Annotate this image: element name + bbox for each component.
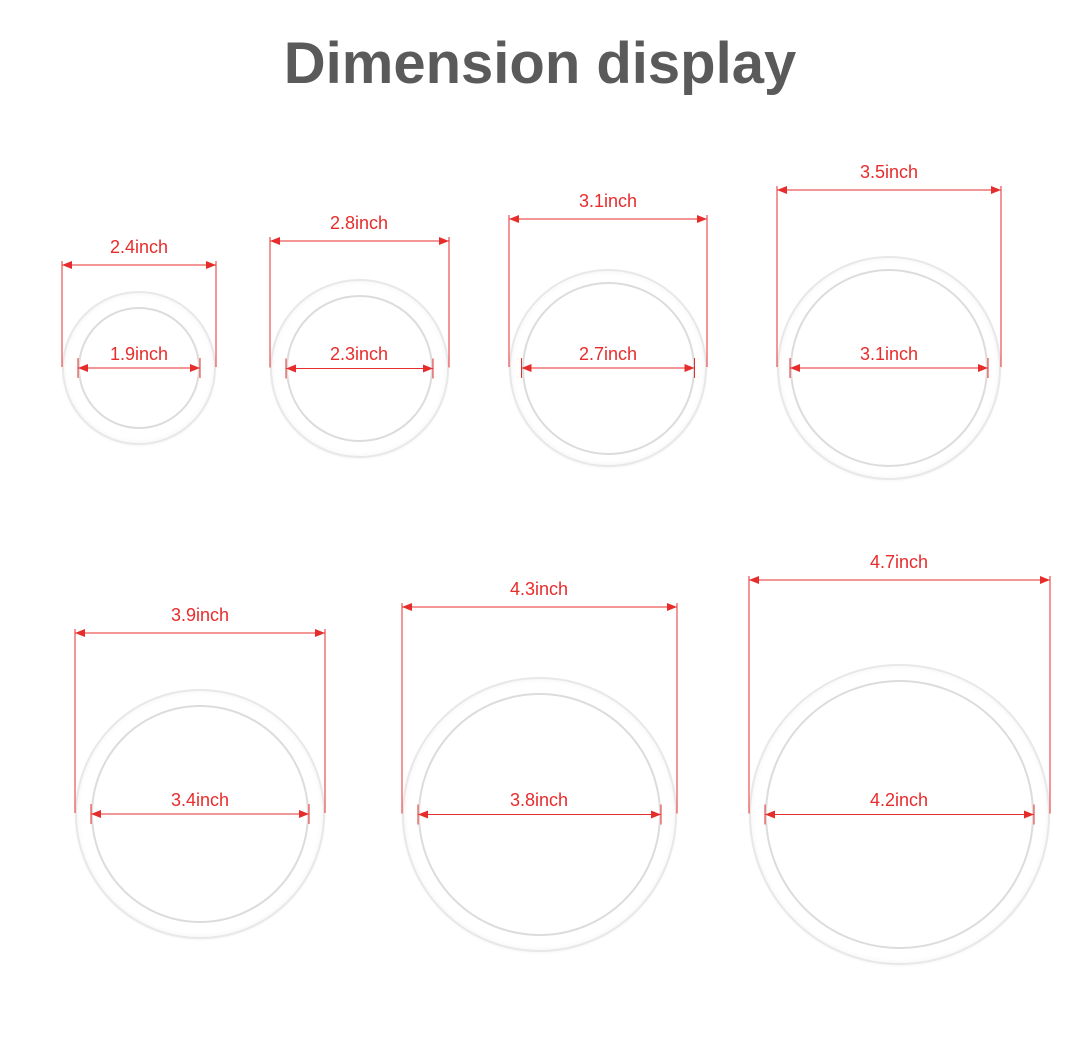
ring-6-outer-label: 4.3inch — [489, 579, 589, 600]
ring-4-outer-label: 3.5inch — [839, 162, 939, 183]
page-root: Dimension display 2.4inch 1.9inch 2.8inch 2… — [0, 0, 1080, 1049]
ring-2-inner-label: 2.3inch — [309, 344, 409, 365]
ring-6-inner — [418, 693, 661, 936]
ring-6-inner-label: 3.8inch — [489, 790, 589, 811]
ring-1-inner — [78, 307, 200, 429]
ring-5-outer-label: 3.9inch — [150, 605, 250, 626]
ring-7-outer-label: 4.7inch — [849, 552, 949, 573]
ring-2-outer-label: 2.8inch — [309, 213, 409, 234]
ring-3-inner — [522, 282, 695, 455]
ring-7-inner — [765, 680, 1034, 949]
ring-1-outer-label: 2.4inch — [89, 237, 189, 258]
ring-5-inner — [91, 705, 309, 923]
ring-4-inner — [790, 269, 988, 467]
ring-4-inner-label: 3.1inch — [839, 344, 939, 365]
ring-5-inner-label: 3.4inch — [150, 790, 250, 811]
ring-2-inner — [286, 295, 433, 442]
page-title: Dimension display — [0, 30, 1080, 97]
ring-3-outer-label: 3.1inch — [558, 191, 658, 212]
ring-3-inner-label: 2.7inch — [558, 344, 658, 365]
ring-7-inner-label: 4.2inch — [849, 790, 949, 811]
ring-1-inner-label: 1.9inch — [89, 344, 189, 365]
